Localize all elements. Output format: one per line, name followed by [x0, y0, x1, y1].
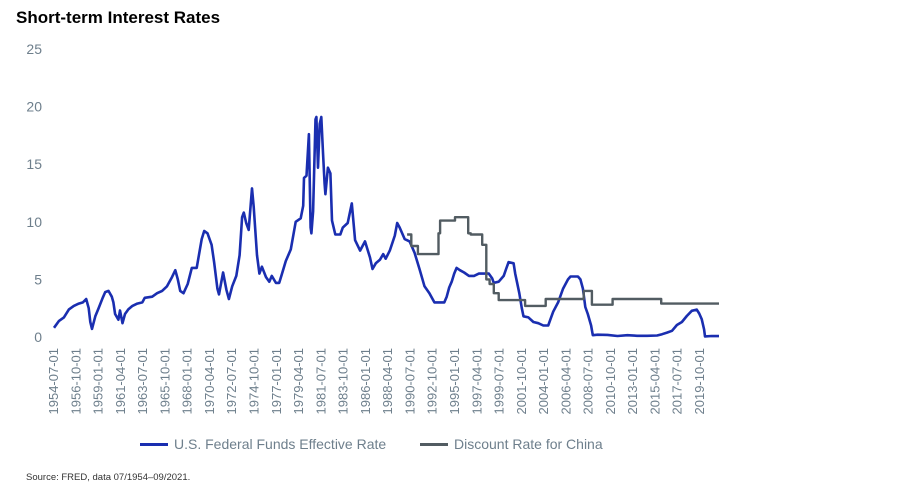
x-tick-label: 1988-04-01 [380, 348, 395, 415]
line-chart: 0 5 10 15 20 25 1954-07-01 1956-10-01 1959-01-0… [26, 41, 720, 415]
x-tick-label: 1992-10-01 [425, 348, 440, 415]
x-tick-label: 1986-01-01 [358, 348, 373, 415]
x-tick-label: 2017-07-01 [670, 348, 685, 415]
legend-label-china: Discount Rate for China [454, 436, 603, 452]
x-tick-label: 1956-10-01 [68, 348, 83, 415]
x-tick-label: 1961-04-01 [113, 348, 128, 415]
y-tick-label: 25 [26, 41, 42, 57]
x-tick-label: 1981-07-01 [313, 348, 328, 415]
x-tick-label: 2008-07-01 [581, 348, 596, 415]
x-tick-label: 1983-10-01 [336, 348, 351, 415]
x-tick-label: 1974-10-01 [246, 348, 261, 415]
x-tick-label: 1999-07-01 [492, 348, 507, 415]
x-tick-label: 2013-01-01 [625, 348, 640, 415]
x-axis-ticks: 1954-07-01 1956-10-01 1959-01-01 1961-04-01… [46, 348, 707, 415]
legend-item-china: Discount Rate for China [420, 436, 603, 452]
x-tick-label: 1997-04-01 [469, 348, 484, 415]
y-tick-label: 10 [26, 214, 42, 230]
x-tick-label: 2004-01-01 [536, 348, 551, 415]
y-tick-label: 20 [26, 99, 42, 115]
x-tick-label: 2015-04-01 [647, 348, 662, 415]
series-line-china-discount [407, 216, 719, 308]
x-tick-label: 1954-07-01 [46, 348, 61, 415]
y-tick-label: 0 [34, 329, 42, 345]
x-tick-label: 1965-10-01 [157, 348, 172, 415]
x-tick-label: 1990-07-01 [402, 348, 417, 415]
x-tick-label: 2019-10-01 [692, 348, 707, 415]
source-note: Source: FRED, data 07/1954–09/2021. [26, 472, 191, 483]
x-tick-label: 1963-07-01 [135, 348, 150, 415]
x-tick-label: 2001-10-01 [514, 348, 529, 415]
y-tick-label: 15 [26, 156, 42, 172]
series-line-fed-funds [52, 115, 720, 338]
x-tick-label: 2006-04-01 [558, 348, 573, 415]
x-tick-label: 1972-07-01 [224, 348, 239, 415]
x-tick-label: 1959-01-01 [91, 348, 106, 415]
x-tick-label: 1970-04-01 [202, 348, 217, 415]
y-tick-label: 5 [34, 271, 42, 287]
x-tick-label: 1968-01-01 [180, 348, 195, 415]
legend-item-fed: U.S. Federal Funds Effective Rate [140, 436, 386, 452]
series-lines [52, 115, 720, 338]
chart-title: Short-term Interest Rates [16, 8, 221, 27]
x-tick-label: 1995-01-01 [447, 348, 462, 415]
x-tick-label: 1979-04-01 [291, 348, 306, 415]
x-tick-label: 2010-10-01 [603, 348, 618, 415]
y-axis-ticks: 0 5 10 15 20 25 [26, 41, 42, 345]
x-tick-label: 1977-01-01 [269, 348, 284, 415]
legend-swatch-china [420, 442, 448, 446]
legend-swatch-fed [140, 442, 168, 446]
legend-label-fed: U.S. Federal Funds Effective Rate [174, 436, 387, 452]
